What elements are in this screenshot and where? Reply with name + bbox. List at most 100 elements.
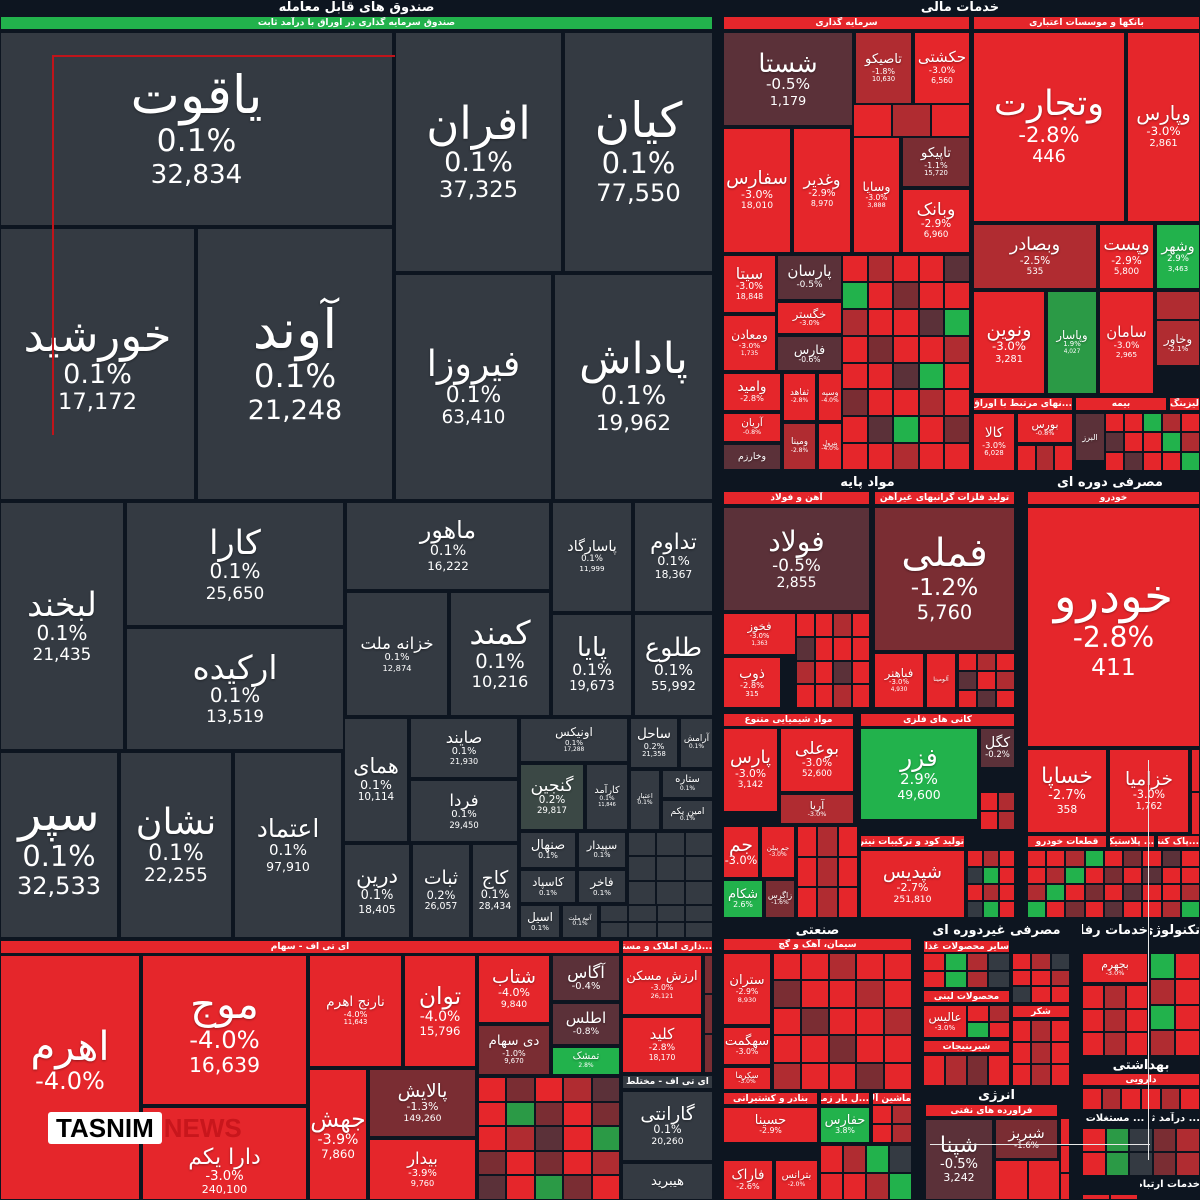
minor-stock-tile[interactable] [796, 636, 815, 661]
stock-tile[interactable]: وسپه -4.0% [818, 373, 842, 421]
stock-tile[interactable]: ومینا -2.8% [783, 423, 816, 470]
minor-stock-tile[interactable] [918, 416, 945, 444]
stock-tile[interactable]: لبخند 0.1% 21,435 [0, 502, 124, 750]
stock-tile[interactable]: تاصیکو -1.8% 10,630 [855, 32, 912, 104]
minor-stock-tile[interactable] [1126, 1008, 1148, 1033]
minor-stock-tile[interactable] [892, 104, 931, 137]
minor-stock-tile[interactable] [958, 671, 977, 690]
minor-stock-tile[interactable] [977, 653, 996, 672]
stock-tile[interactable]: کمند 0.1% 10,216 [450, 592, 550, 716]
minor-stock-tile[interactable] [1124, 413, 1143, 433]
stock-tile[interactable]: هیبرید [622, 1163, 713, 1200]
stock-tile[interactable]: صنهال 0.1% [520, 832, 576, 868]
sector-header[interactable]: محصولات لبنی [923, 990, 1010, 1003]
minor-stock-tile[interactable] [1181, 413, 1200, 433]
minor-stock-tile[interactable] [478, 1101, 507, 1127]
minor-stock-tile[interactable] [820, 1145, 843, 1173]
minor-stock-tile[interactable] [884, 1035, 912, 1063]
minor-stock-tile[interactable] [1082, 1128, 1106, 1152]
minor-stock-tile[interactable] [1105, 432, 1124, 452]
stock-tile[interactable]: شستا -0.5% 1,179 [723, 32, 853, 126]
minor-stock-tile[interactable] [983, 901, 999, 918]
minor-stock-tile[interactable] [773, 1007, 801, 1036]
stock-tile[interactable]: دی سهام -1.0% 9,670 [478, 1025, 550, 1075]
stock-tile[interactable]: خورشید 0.1% 17,172 [0, 228, 195, 500]
minor-stock-tile[interactable] [684, 856, 713, 881]
stock-tile[interactable]: پاداش 0.1% 19,962 [554, 274, 713, 500]
minor-stock-tile[interactable] [1162, 432, 1181, 452]
minor-stock-tile[interactable] [966, 953, 989, 971]
stock-tile[interactable]: پاسارگاد 0.1% 11,999 [552, 502, 632, 612]
minor-stock-tile[interactable] [988, 970, 1010, 988]
minor-stock-tile[interactable] [1142, 850, 1162, 867]
stock-tile[interactable]: فولاد -0.5% 2,855 [723, 507, 870, 611]
stock-tile[interactable]: شکام 2.6% [723, 880, 763, 918]
stock-tile[interactable]: نشان 0.1% 22,255 [120, 752, 232, 938]
minor-stock-tile[interactable] [1082, 1194, 1110, 1200]
stock-tile[interactable]: اهرم -4.0% [0, 955, 140, 1200]
minor-stock-tile[interactable] [872, 1105, 892, 1124]
minor-stock-tile[interactable] [817, 826, 838, 857]
minor-stock-tile[interactable] [773, 1062, 801, 1090]
stock-tile[interactable]: خگستر -3.0% [777, 302, 842, 334]
minor-stock-tile[interactable] [1143, 432, 1162, 452]
minor-stock-tile[interactable] [684, 832, 713, 857]
minor-stock-tile[interactable] [999, 850, 1015, 867]
minor-stock-tile[interactable] [828, 1035, 857, 1063]
sector-header[interactable]: خدمات رفاهی [1082, 923, 1148, 938]
sector-header[interactable]: ای تی اف - سهام [0, 940, 620, 954]
sector-header[interactable]: صندوق سرمایه گذاری در اوراق با درآمد ثاب… [0, 16, 713, 30]
minor-stock-tile[interactable] [1162, 413, 1181, 433]
sector-header[interactable]: صندوق های قابل معامله [278, 0, 435, 15]
minor-stock-tile[interactable] [1050, 1020, 1070, 1042]
sector-header[interactable]: مصرفی دوره ای [1057, 475, 1163, 490]
stock-tile[interactable]: سفارس -3.0% 18,010 [723, 128, 791, 253]
sector-header[interactable]: ...ذاری املاک و مستغلات [622, 940, 713, 954]
stock-tile[interactable]: فردا 0.1% 29,450 [410, 780, 518, 842]
minor-stock-tile[interactable] [796, 660, 815, 685]
sector-header[interactable]: خدمات مالی [920, 0, 1000, 15]
minor-stock-tile[interactable] [889, 1172, 912, 1200]
minor-stock-tile[interactable] [967, 884, 983, 901]
minor-stock-tile[interactable] [944, 255, 970, 282]
stock-tile[interactable]: وامید -2.8% [723, 373, 781, 411]
minor-stock-tile[interactable] [563, 1175, 592, 1200]
minor-stock-tile[interactable] [983, 850, 999, 867]
stock-tile[interactable]: اعتماد 0.1% 97,910 [234, 752, 342, 938]
minor-stock-tile[interactable] [1027, 884, 1047, 901]
minor-stock-tile[interactable] [600, 921, 629, 938]
minor-stock-tile[interactable] [893, 255, 919, 282]
minor-stock-tile[interactable] [918, 443, 945, 470]
stock-tile[interactable]: جهش -3.9% 7,860 [309, 1069, 367, 1200]
minor-stock-tile[interactable] [1142, 867, 1162, 884]
minor-stock-tile[interactable] [1160, 1088, 1181, 1110]
stock-tile[interactable]: وبصادر -2.5% 535 [973, 224, 1097, 289]
minor-stock-tile[interactable] [999, 884, 1015, 901]
minor-stock-tile[interactable] [1176, 1128, 1200, 1152]
minor-stock-tile[interactable] [893, 362, 919, 390]
sector-header[interactable]: ... درآمد ثابت [1152, 1113, 1200, 1124]
minor-stock-tile[interactable] [851, 613, 870, 637]
stock-tile[interactable]: توان -4.0% 15,796 [404, 955, 476, 1067]
stock-tile[interactable]: کارا 0.1% 25,650 [126, 502, 344, 626]
minor-stock-tile[interactable] [534, 1175, 564, 1200]
minor-stock-tile[interactable] [1161, 850, 1181, 867]
stock-tile[interactable]: فزر 2.9% 49,600 [860, 728, 978, 820]
minor-stock-tile[interactable] [1060, 1118, 1070, 1146]
minor-stock-tile[interactable] [591, 1175, 620, 1200]
minor-stock-tile[interactable] [851, 684, 870, 708]
minor-stock-tile[interactable] [1012, 1042, 1032, 1064]
minor-stock-tile[interactable] [591, 1126, 620, 1151]
minor-stock-tile[interactable] [684, 880, 713, 905]
sector-header[interactable]: ...ل بار زمینی [820, 1092, 870, 1105]
minor-stock-tile[interactable] [893, 443, 919, 470]
minor-stock-tile[interactable] [1103, 884, 1124, 901]
minor-stock-tile[interactable] [1143, 413, 1162, 433]
stock-tile[interactable]: کگل -0.2% [980, 728, 1015, 768]
minor-stock-tile[interactable] [833, 660, 852, 685]
sector-header[interactable]: خودرو [1027, 491, 1200, 505]
minor-stock-tile[interactable] [797, 887, 818, 918]
minor-stock-tile[interactable] [1150, 1030, 1175, 1056]
minor-stock-tile[interactable] [1105, 1128, 1130, 1152]
minor-stock-tile[interactable] [967, 901, 983, 918]
